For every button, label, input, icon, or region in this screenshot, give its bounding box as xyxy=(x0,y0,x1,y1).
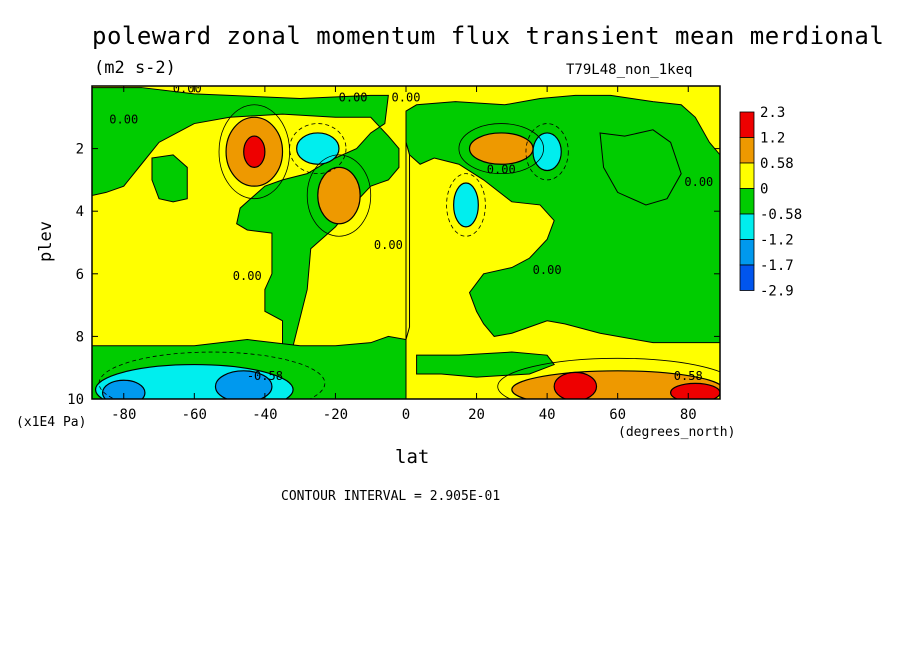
dashed-contour-3 xyxy=(446,173,486,237)
max-orange-north xyxy=(468,132,534,165)
x-tick-label: -20 xyxy=(323,407,348,423)
min-blue-surface-west xyxy=(101,379,146,399)
x-tick-label: 20 xyxy=(468,407,485,423)
min-blue-surface xyxy=(214,370,273,399)
contour-label: 0.00 xyxy=(533,263,562,277)
y-unit-label: (x1E4 Pa) xyxy=(16,415,87,430)
colorbar-label: 0 xyxy=(760,182,768,198)
y-axis-label: plev xyxy=(36,221,56,262)
colorbar-swatch xyxy=(739,162,755,189)
max-red-south xyxy=(243,135,266,168)
contour-label: -0.58 xyxy=(247,369,283,383)
colorbar-label: 0.58 xyxy=(760,156,794,172)
y-tick-label: 10 xyxy=(67,392,84,408)
contour-label: 0.00 xyxy=(109,113,138,127)
contour-label: 0.00 xyxy=(339,91,368,105)
contour-label: 0.00 xyxy=(173,81,202,95)
contour-label: 0.58 xyxy=(674,369,703,383)
x-tick-label: -80 xyxy=(111,407,136,423)
solid-contour-2 xyxy=(306,154,372,237)
x-axis-label: lat xyxy=(395,446,430,468)
contour-label: 0.00 xyxy=(233,269,262,283)
colorbar-swatch xyxy=(739,239,755,266)
field-layer: 0.00 0.00 0.00 0.00 0.00 0.00 0.00 0.00 0.00 -0.5… xyxy=(92,81,720,399)
dashed-contour-2 xyxy=(525,123,569,181)
units-label: (m2 s-2) xyxy=(94,58,176,78)
x-tick-label: 0 xyxy=(402,407,410,423)
colorbar-label: -1.2 xyxy=(760,233,794,249)
colorbar-label: 2.3 xyxy=(760,105,785,121)
contour-label: 0.00 xyxy=(374,238,403,252)
chart-title: poleward zonal momentum flux transient m… xyxy=(92,22,885,50)
y-tick-label: 8 xyxy=(76,329,84,345)
colorbar-swatch xyxy=(739,188,755,215)
x-unit-label: (degrees_north) xyxy=(618,425,736,440)
colorbar-label: -0.58 xyxy=(760,207,802,223)
region-green-1 xyxy=(92,87,400,347)
min-cyan-north xyxy=(532,132,562,172)
dashed-contour-4 xyxy=(98,351,326,399)
region-green-2 xyxy=(151,154,188,203)
region-green-4 xyxy=(599,129,682,206)
colorbar-swatch xyxy=(739,264,755,291)
max-red-surface xyxy=(553,371,598,399)
x-tick-label: -40 xyxy=(252,407,277,423)
contour-label: 0.00 xyxy=(392,91,421,105)
y-tick-label: 6 xyxy=(76,267,84,283)
colorbar-swatch xyxy=(739,111,755,138)
run-label: T79L48_non_1keq xyxy=(566,62,693,78)
colorbar-label: -2.9 xyxy=(760,284,794,300)
dashed-contour-1 xyxy=(289,123,347,175)
x-tick-label: 40 xyxy=(539,407,556,423)
contour-interval: CONTOUR INTERVAL = 2.905E-01 xyxy=(281,489,501,504)
min-cyan-south xyxy=(296,132,340,165)
contour-label: 0.00 xyxy=(684,175,713,189)
y-tick-label: 2 xyxy=(76,142,84,158)
colorbar-swatch xyxy=(739,137,755,164)
region-green-6 xyxy=(416,351,555,378)
x-tick-label: 80 xyxy=(680,407,697,423)
min-cyan-equatorial xyxy=(453,182,479,228)
colorbar-label: 1.2 xyxy=(760,131,785,147)
x-tick-label: 60 xyxy=(609,407,626,423)
colorbar-swatch xyxy=(739,213,755,240)
solid-contour-1 xyxy=(218,104,290,200)
solid-contour-3 xyxy=(458,123,544,175)
colorbar-label: -1.7 xyxy=(760,258,794,274)
max-orange-midsouth xyxy=(317,166,361,225)
contour-label: 0.00 xyxy=(487,163,516,177)
y-tick-label: 4 xyxy=(76,204,84,220)
equator-line xyxy=(405,142,411,340)
x-tick-label: -60 xyxy=(182,407,207,423)
solid-contour-4 xyxy=(497,357,720,399)
